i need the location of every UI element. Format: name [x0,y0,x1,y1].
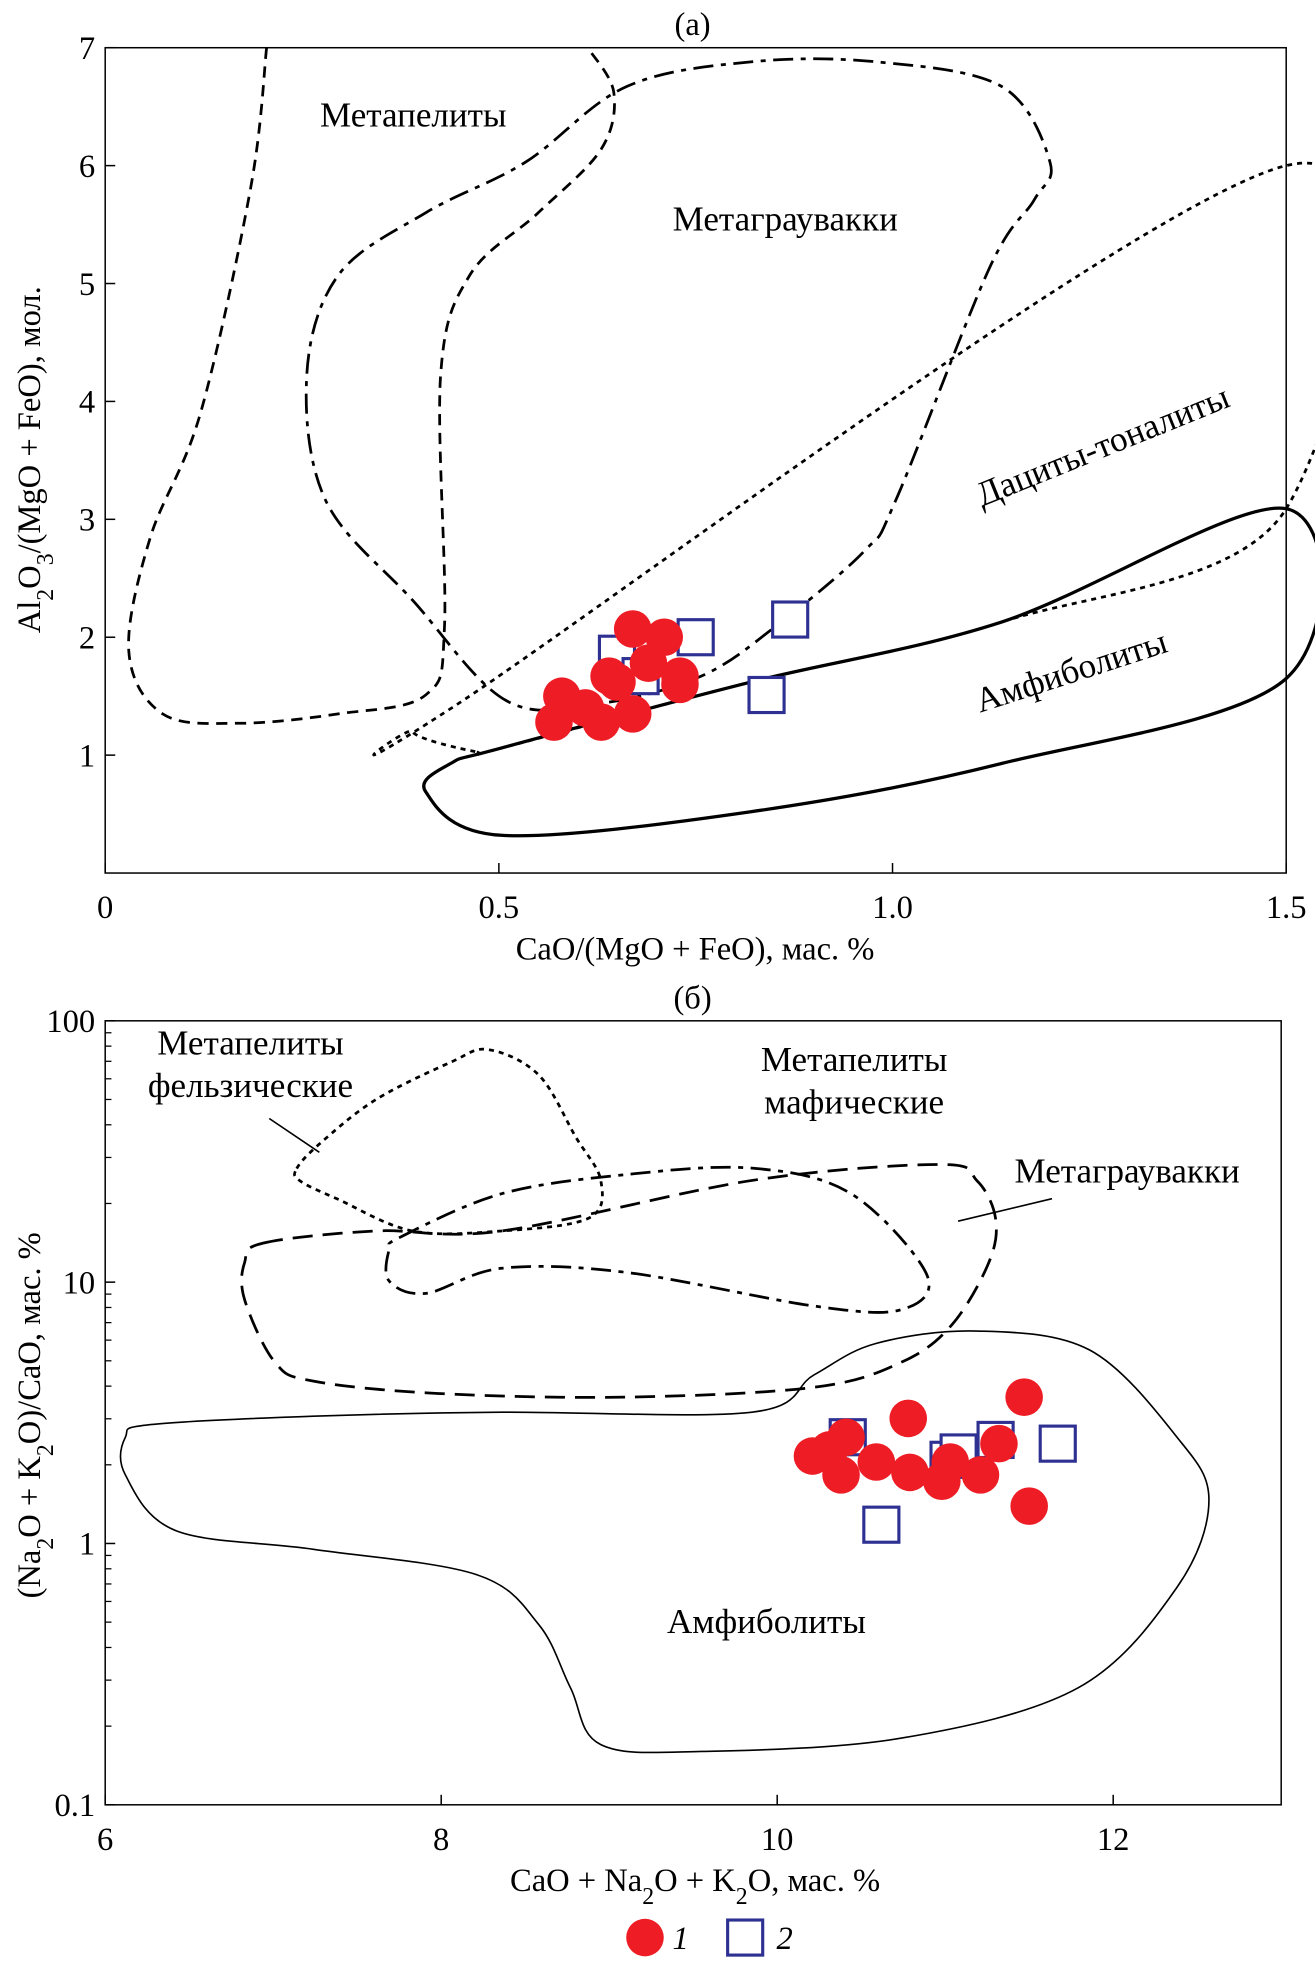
legend-square-marker [726,1918,765,1957]
panel-a-xlabel: CaO/(MgO + FeO), мас. % [516,931,875,967]
region-boundary-3 [119,1330,1210,1754]
x-tick-label: 0 [97,890,113,926]
data-point-circle [827,1418,865,1457]
x-tick-label: 12 [1097,1822,1130,1858]
y-tick-label: 6 [79,149,95,185]
panel-a: (а) 0 0.5 1.0 1.5 1 2 3 4 5 6 7 Метапелиты Метагра… [12,7,1315,967]
y-tick-label: 1 [79,738,95,774]
region-boundary-0 [127,47,616,725]
y-tick-label: 1 [79,1527,95,1563]
data-point-circle [931,1443,970,1481]
region-label-mafic-1: Метапелиты [761,1040,948,1079]
data-point-circle [857,1443,896,1481]
panel-b-frame [104,1020,1282,1806]
data-point-square [676,618,715,657]
panel-a-ticks: 0 0.5 1.0 1.5 1 2 3 4 5 6 7 [79,31,1307,926]
data-point-circle [661,665,699,704]
leader-line-metagraywackes [957,1197,1053,1222]
region-label-metagraywackes-b: Метаграувакки [1015,1151,1240,1190]
panel-b-regions [119,1047,1210,1754]
data-point-circle [629,644,668,682]
data-point-square [771,600,810,639]
y-tick-label: 4 [79,385,95,421]
panel-b-label: (б) [673,980,711,1016]
data-point-square [1038,1424,1077,1463]
region-label-felsic-2: фельзические [148,1066,353,1105]
data-point-circle [891,1453,929,1492]
data-point-square [862,1505,901,1544]
legend-label-2: 2 [776,1921,792,1957]
panel-b: (б) 6 8 10 12 0.1 1 10 100 Метапелиты фельзичес… [12,980,1282,1910]
x-tick-label: 8 [433,1822,449,1858]
panel-b-ylabel: (Na2O + K2O)/CaO, мас. % [12,1232,59,1598]
y-tick-label: 100 [46,1004,95,1040]
legend-circle-marker [626,1918,664,1957]
legend: 1 2 [626,1918,793,1957]
y-tick-label: 7 [79,31,95,67]
region-label-mafic-2: мафические [764,1082,944,1121]
data-point-circle [535,703,573,741]
data-point-circle [822,1456,860,1494]
y-tick-label: 2 [79,620,95,656]
data-point-square [747,675,786,715]
region-label-amphibolites-b: Амфиболиты [667,1602,866,1641]
data-point-circle [566,689,605,727]
data-point-circle [598,663,636,701]
data-point-circle [613,610,652,648]
data-point-circle [1005,1378,1043,1416]
leader-line-felsic [268,1117,320,1153]
y-tick-label: 5 [79,267,95,303]
panel-b-xlabel: CaO + Na2O + K2O, мас. % [510,1863,880,1910]
x-tick-label: 6 [97,1822,113,1858]
y-tick-label: 0.1 [54,1788,95,1824]
region-label-metagraywackes: Метаграувакки [673,200,898,239]
legend-label-1: 1 [673,1921,689,1957]
panel-a-frame [104,46,1287,874]
region-boundary-1 [304,57,1053,712]
y-tick-label: 10 [63,1265,96,1301]
x-tick-label: 0.5 [479,890,520,926]
x-tick-label: 10 [761,1822,794,1858]
data-point-circle [1010,1487,1048,1525]
y-tick-label: 3 [79,503,95,539]
panel-b-points [793,1378,1077,1544]
data-point-circle [613,695,652,733]
x-tick-label: 1.0 [872,890,913,926]
region-boundary-3 [422,506,1315,838]
panel-a-points [535,600,810,741]
region-boundary-0 [293,1047,604,1236]
region-label-metapelites: Метапелиты [320,96,507,135]
panel-a-label: (а) [675,7,711,43]
region-label-felsic-1: Метапелиты [157,1024,344,1063]
region-boundary-2 [372,161,1315,757]
panel-b-ticks: 6 8 10 12 0.1 1 10 100 [46,1004,1129,1858]
data-point-circle [889,1399,928,1438]
region-label-dacites-tonalites: Дациты-тоналиты [970,377,1235,514]
region-boundary-2 [240,1163,998,1399]
panel-a-ylabel: Al2O3/(MgO + FeO), мол. [12,286,59,633]
region-label-amphibolites-a: Амфиболиты [970,622,1171,721]
x-tick-label: 1.5 [1266,890,1307,926]
data-point-circle [961,1456,1000,1494]
region-boundary-1 [384,1165,931,1314]
data-point-circle [980,1424,1018,1463]
